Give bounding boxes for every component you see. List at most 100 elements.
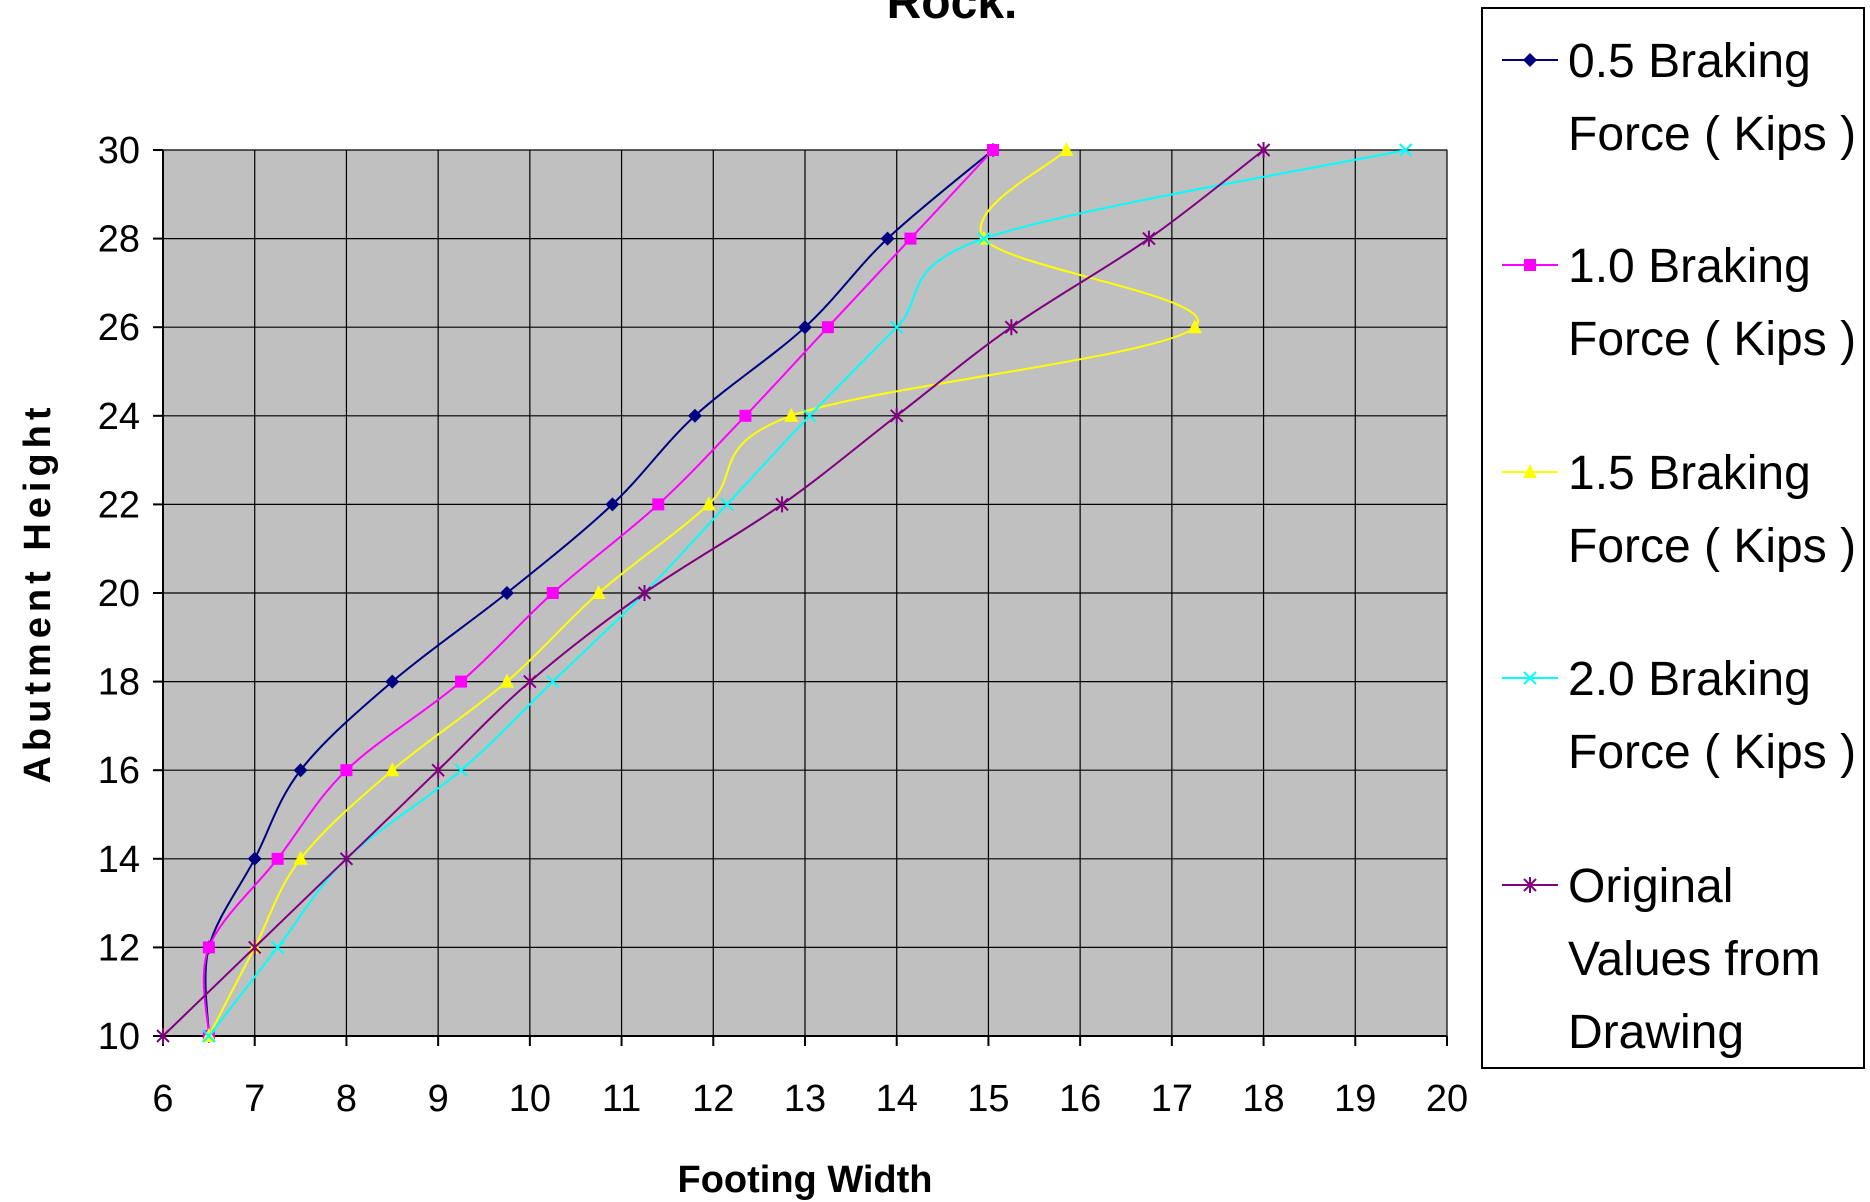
y-tick-labels: 10 12 14 16 18 20 22 24 26 28 30 xyxy=(98,130,140,1058)
data-point xyxy=(340,764,353,777)
data-point xyxy=(1004,319,1019,336)
data-point xyxy=(293,763,308,778)
data-point xyxy=(701,496,716,511)
data-point xyxy=(499,673,514,688)
data-point xyxy=(591,585,606,599)
legend xyxy=(1481,7,1865,1069)
data-point xyxy=(499,586,514,600)
x-axis-title: Footing Width xyxy=(678,1159,933,1201)
y-tick-label: 28 xyxy=(98,219,140,261)
series-5 xyxy=(156,142,1271,1044)
x-tick-label: 9 xyxy=(428,1078,449,1120)
data-point xyxy=(1187,319,1202,334)
axes xyxy=(153,149,1448,1046)
data-point xyxy=(637,585,652,601)
data-point xyxy=(1256,142,1271,158)
chart-title: Rock. xyxy=(887,0,1018,29)
data-point xyxy=(652,498,665,511)
legend-marker xyxy=(1524,259,1536,271)
data-point xyxy=(890,320,904,334)
legend-entry-3: 1.5 Braking Force ( Kips ) xyxy=(1502,447,1856,573)
legend-marker xyxy=(1523,53,1537,67)
legend-label: Drawing xyxy=(1568,1006,1744,1059)
legend-label: 1.0 Braking xyxy=(1568,240,1811,293)
legend-label: 2.0 Braking xyxy=(1568,653,1811,706)
y-tick-label: 24 xyxy=(98,396,140,438)
data-point xyxy=(385,762,400,777)
data-point xyxy=(720,497,734,512)
data-point xyxy=(156,1028,170,1044)
x-tick-label: 16 xyxy=(1059,1078,1101,1120)
y-tick-label: 12 xyxy=(98,927,140,969)
data-point xyxy=(248,939,262,956)
x-tick-label: 12 xyxy=(692,1078,734,1120)
x-tick-label: 7 xyxy=(244,1078,265,1120)
data-point xyxy=(775,496,789,513)
y-tick-label: 10 xyxy=(98,1016,140,1058)
data-point xyxy=(687,408,702,423)
y-axis-title: Abutment Height xyxy=(17,402,59,783)
legend-label: Force ( Kips ) xyxy=(1568,108,1856,161)
legend-entry-2: 1.0 Braking Force ( Kips ) xyxy=(1502,240,1856,366)
data-point xyxy=(202,1029,216,1043)
x-tick-label: 8 xyxy=(336,1078,357,1120)
x-tick-label: 19 xyxy=(1334,1078,1376,1120)
data-point xyxy=(271,852,284,865)
x-tick-label: 18 xyxy=(1242,1078,1284,1120)
data-point xyxy=(1142,230,1156,247)
data-point xyxy=(1399,143,1413,157)
series-layer xyxy=(156,142,1413,1044)
legend-entry-4: 2.0 Braking Force ( Kips ) xyxy=(1502,653,1856,779)
legend-label: Original xyxy=(1568,860,1733,913)
y-tick-label: 26 xyxy=(98,307,140,349)
data-point xyxy=(202,941,215,954)
legend-marker xyxy=(1523,464,1537,478)
series-line xyxy=(162,149,1265,1037)
data-point xyxy=(454,763,468,777)
x-tick-label: 15 xyxy=(967,1078,1009,1120)
x-tick-label: 6 xyxy=(152,1078,173,1120)
y-tick-label: 30 xyxy=(98,130,140,172)
legend-label: Force ( Kips ) xyxy=(1568,726,1856,779)
data-point xyxy=(431,762,445,779)
data-point xyxy=(880,231,895,246)
data-point xyxy=(821,321,834,334)
data-point xyxy=(784,407,799,422)
data-point xyxy=(270,940,285,955)
data-point xyxy=(977,231,991,246)
legend-label: Force ( Kips ) xyxy=(1568,313,1856,366)
data-point xyxy=(904,232,917,245)
x-tick-label: 11 xyxy=(602,1078,641,1120)
legend-label: Force ( Kips ) xyxy=(1568,520,1856,573)
y-tick-label: 22 xyxy=(98,484,140,526)
data-point xyxy=(523,673,537,690)
legend-entry-5: Original Values from Drawing xyxy=(1502,860,1821,1059)
data-point xyxy=(605,497,620,512)
data-point xyxy=(546,674,560,689)
legend-label: 0.5 Braking xyxy=(1568,35,1811,88)
data-point xyxy=(739,409,752,422)
data-point xyxy=(987,144,1000,156)
x-tick-labels: 6 7 8 9 10 11 12 13 14 15 16 17 18 19 20 xyxy=(152,1078,1468,1120)
x-tick-label: 10 xyxy=(509,1078,551,1120)
grid xyxy=(163,149,1448,1036)
data-point xyxy=(798,320,812,335)
legend-marker xyxy=(1523,877,1537,893)
data-point xyxy=(546,587,559,599)
legend-entry-1: 0.5 Braking Force ( Kips ) xyxy=(1502,35,1856,161)
legend-label: Values from xyxy=(1568,933,1821,986)
series-line xyxy=(204,149,994,1037)
legend-entries: 0.5 Braking Force ( Kips ) 1.0 Braking Forc… xyxy=(1502,35,1856,1059)
data-point xyxy=(890,407,904,424)
data-point xyxy=(339,850,354,867)
y-tick-label: 14 xyxy=(98,839,140,881)
data-point xyxy=(1059,142,1074,156)
y-tick-label: 16 xyxy=(98,750,140,792)
data-point xyxy=(455,675,468,688)
data-point xyxy=(385,674,400,689)
legend-marker xyxy=(1523,671,1537,685)
y-tick-label: 20 xyxy=(98,573,140,615)
x-tick-label: 20 xyxy=(1426,1078,1468,1120)
legend-label: 1.5 Braking xyxy=(1568,447,1811,500)
